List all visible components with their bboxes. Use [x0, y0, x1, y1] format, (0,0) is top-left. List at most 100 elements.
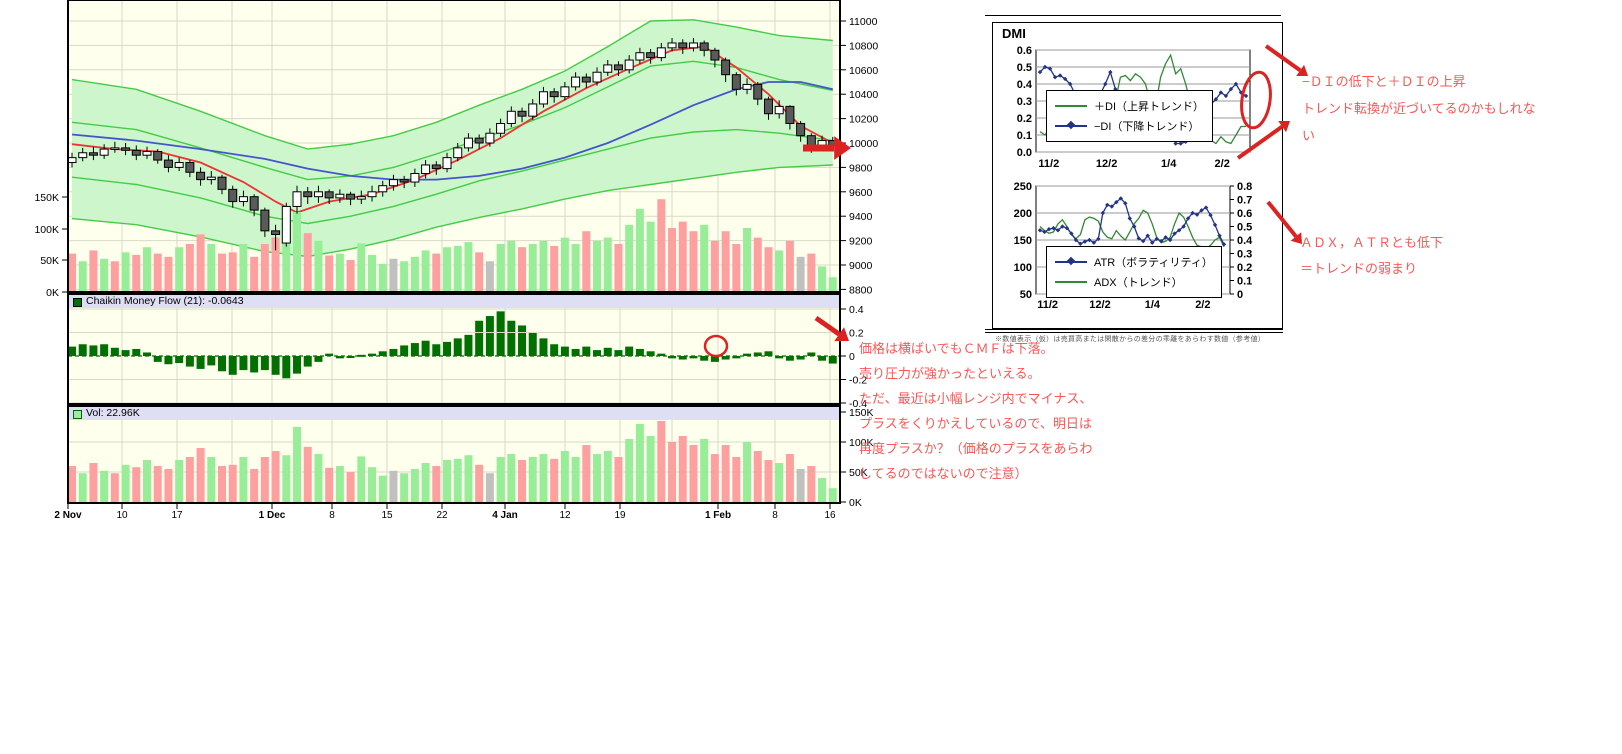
x-axis-label: 8 [772, 510, 778, 521]
svg-text:0K: 0K [849, 497, 862, 509]
cmf-panel-header: Chaikin Money Flow (21): -0.0643 [86, 295, 244, 307]
x-axis-label: 19 [614, 510, 626, 521]
svg-text:0.2: 0.2 [1017, 113, 1032, 125]
svg-text:11/2: 11/2 [1038, 158, 1059, 170]
svg-text:150K: 150K [34, 192, 59, 204]
svg-text:0.0: 0.0 [1017, 147, 1032, 159]
svg-text:9400: 9400 [849, 211, 873, 223]
svg-text:2/2: 2/2 [1195, 299, 1210, 311]
atr-annotation-note: ＡＤＸ，ＡＴＲとも低下 ＝トレンドの弱まり [1300, 230, 1443, 282]
svg-text:8800: 8800 [849, 284, 873, 296]
svg-text:-0.2: -0.2 [849, 375, 867, 387]
cmf-legend-swatch-icon [73, 298, 82, 307]
svg-text:9600: 9600 [849, 187, 873, 199]
x-axis-label: 8 [329, 510, 335, 521]
main-price-volume-chart: 11000 10800 10600 10400 10200 10000 9800 9600 94… [34, 0, 878, 521]
x-axis-label: 15 [381, 510, 393, 521]
volume-panel-header: Vol: 22.96K [86, 407, 140, 419]
svg-text:0K: 0K [46, 287, 59, 299]
fine-print-caption: ※数値表示（仮）は売買高または閑散からの差分の乖離をあらわす数値（参考値） [995, 336, 1266, 343]
svg-text:10400: 10400 [849, 89, 878, 101]
cmf-note-line: ただ、最近は小幅レンジ内でマイナス、 [859, 391, 1093, 406]
svg-text:0.7: 0.7 [1237, 195, 1252, 207]
svg-text:150K: 150K [849, 407, 874, 419]
svg-text:100K: 100K [34, 224, 59, 236]
svg-text:0.2: 0.2 [1237, 262, 1252, 274]
svg-text:9200: 9200 [849, 236, 873, 248]
plus-di-line-icon [1055, 105, 1087, 107]
svg-text:1/4: 1/4 [1161, 158, 1177, 170]
adx-line-icon [1055, 281, 1087, 283]
minus-di-line-icon [1055, 120, 1087, 130]
legend-item-atr: ATR（ボラティリティ） [1055, 252, 1213, 272]
dmi-chart-title: DMI [1002, 26, 1026, 41]
svg-text:10800: 10800 [849, 40, 878, 52]
x-axis-label: 22 [436, 510, 448, 521]
inset-bottom-rule [985, 329, 1283, 333]
cmf-note-line: 再度プラスか？（価格のプラスをあらわ [859, 441, 1093, 456]
dmi-legend: ＋DI（上昇トレンド） −DI（下降トレンド） [1046, 90, 1213, 142]
legend-item-adx: ADX（トレンド） [1055, 272, 1213, 292]
svg-text:0.8: 0.8 [1237, 181, 1252, 193]
dmi-note-line: トレンド転換が近づいてるのかもしれな [1302, 101, 1536, 116]
plus-di-label: ＋DI（上昇トレンド） [1094, 101, 1204, 113]
svg-text:10000: 10000 [849, 138, 878, 150]
volume-legend-swatch-icon [73, 410, 82, 419]
minus-di-label: −DI（下降トレンド） [1094, 121, 1200, 133]
svg-text:10600: 10600 [849, 65, 878, 77]
svg-text:12/2: 12/2 [1089, 299, 1110, 311]
svg-text:0.3: 0.3 [1237, 249, 1252, 261]
volume-overlay-bars [68, 199, 837, 292]
dmi-annotation-note: −ＤＩの低下と＋ＤＩの上昇 トレンド転換が近づいてるのかもしれな い [1302, 68, 1536, 149]
svg-text:12/2: 12/2 [1096, 158, 1117, 170]
svg-text:0.4: 0.4 [1017, 79, 1033, 91]
adx-label: ADX（トレンド） [1094, 277, 1183, 289]
svg-text:-0.4: -0.4 [849, 398, 867, 410]
svg-text:0.4: 0.4 [1237, 235, 1253, 247]
svg-text:200: 200 [1014, 208, 1032, 220]
dmi-note-line: −ＤＩの低下と＋ＤＩの上昇 [1302, 74, 1466, 89]
svg-text:0.1: 0.1 [1017, 130, 1032, 142]
svg-text:0.4: 0.4 [849, 304, 864, 316]
svg-text:250: 250 [1014, 181, 1032, 193]
svg-text:0.6: 0.6 [1237, 208, 1252, 220]
cmf-note-line: プラスをくりかえしているので、明日は [859, 416, 1092, 431]
svg-text:50K: 50K [40, 255, 59, 267]
svg-text:10200: 10200 [849, 114, 878, 126]
legend-item-minus-di: −DI（下降トレンド） [1055, 116, 1204, 136]
svg-text:9000: 9000 [849, 260, 873, 272]
svg-text:0.6: 0.6 [1017, 45, 1032, 57]
svg-text:2/2: 2/2 [1215, 158, 1230, 170]
svg-text:0: 0 [1237, 289, 1243, 301]
atr-adx-legend: ATR（ボラティリティ） ADX（トレンド） [1046, 246, 1222, 298]
atr-note-line: ＡＤＸ，ＡＴＲとも低下 [1300, 235, 1444, 250]
svg-text:11/2: 11/2 [1037, 299, 1058, 311]
atr-label: ATR（ボラティリティ） [1094, 257, 1213, 269]
x-axis-label: 10 [116, 510, 128, 521]
x-axis-label: 12 [559, 510, 571, 521]
x-axis-label: 2 Nov [54, 510, 82, 521]
svg-text:11000: 11000 [849, 16, 878, 28]
svg-text:9800: 9800 [849, 162, 873, 174]
x-axis-label: 4 Jan [492, 510, 518, 521]
svg-text:50: 50 [1020, 289, 1032, 301]
svg-text:100: 100 [1014, 262, 1032, 274]
cmf-note-line: 価格は横ばいでもＣＭＦは下落。 [859, 341, 1054, 356]
x-axis-label: 16 [824, 510, 836, 521]
svg-text:100K: 100K [849, 437, 874, 449]
svg-text:0.5: 0.5 [1237, 222, 1252, 234]
svg-text:0.2: 0.2 [849, 328, 864, 340]
legend-item-plus-di: ＋DI（上昇トレンド） [1055, 96, 1204, 116]
dmi-note-line: い [1302, 128, 1316, 143]
atr-note-line: ＝トレンドの弱まり [1300, 261, 1418, 276]
inset-top-rule [985, 15, 1281, 16]
atr-line-icon [1055, 256, 1087, 266]
svg-text:0.1: 0.1 [1237, 276, 1252, 288]
cmf-annotation-note: 価格は横ばいでもＣＭＦは下落。 売り圧力が強かったといえる。 ただ、最近は小幅レ… [859, 336, 1092, 486]
svg-text:1/4: 1/4 [1145, 299, 1161, 311]
svg-text:0.5: 0.5 [1017, 62, 1032, 74]
x-axis-label: 17 [171, 510, 183, 521]
svg-text:0: 0 [849, 351, 855, 363]
svg-text:50K: 50K [849, 467, 868, 479]
